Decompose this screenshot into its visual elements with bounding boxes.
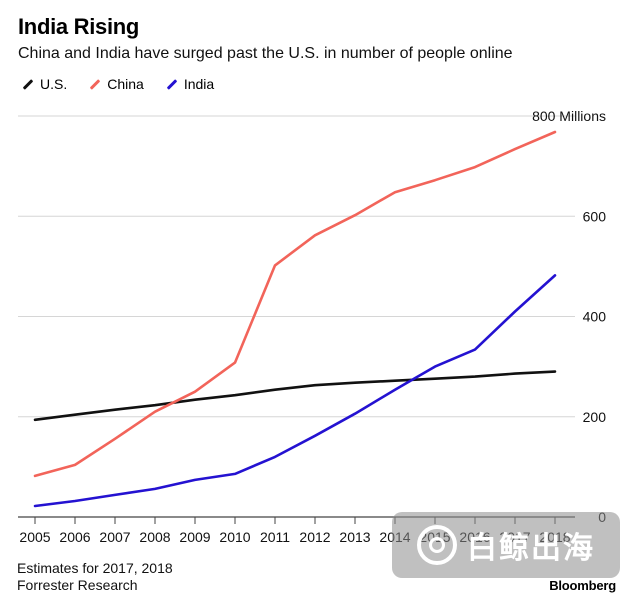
chart-title: India Rising	[18, 14, 140, 39]
watermark-text: 白鲸出海	[467, 532, 595, 565]
footnote: Estimates for 2017, 2018	[17, 560, 173, 576]
brand-logo: Bloomberg	[549, 578, 616, 593]
legend-label-india: India	[183, 76, 215, 92]
x-tick-label: 2010	[219, 529, 250, 545]
x-tick-label: 2013	[339, 529, 370, 545]
y-tick-label: 200	[583, 409, 607, 425]
x-tick-label: 2012	[299, 529, 330, 545]
series-line-us	[33, 370, 557, 422]
x-tick-label: 2009	[179, 529, 210, 545]
x-tick-label: 2011	[260, 529, 290, 545]
legend-item-us: U.S.	[22, 76, 67, 92]
x-tick-label: 2007	[99, 529, 130, 545]
x-tick-label: 2006	[59, 529, 90, 545]
legend-label-china: China	[107, 76, 144, 92]
y-tick-label: 800 Millions	[532, 108, 606, 124]
legend-item-india: India	[166, 76, 214, 92]
chart-subtitle: China and India have surged past the U.S…	[18, 45, 513, 62]
x-tick-label: 2005	[19, 529, 50, 545]
source-note: Forrester Research	[17, 577, 138, 593]
legend-label-us: U.S.	[40, 76, 68, 92]
watermark: 白鲸出海	[392, 512, 620, 578]
y-tick-label: 600	[583, 208, 607, 224]
series-line-india	[33, 274, 557, 508]
x-tick-label: 2008	[139, 529, 170, 545]
legend: U.S. China India	[22, 76, 236, 92]
legend-item-china: China	[89, 76, 144, 92]
watermark-logo-icon	[417, 525, 457, 565]
series-line-china	[33, 130, 557, 478]
y-tick-label: 400	[583, 309, 607, 325]
